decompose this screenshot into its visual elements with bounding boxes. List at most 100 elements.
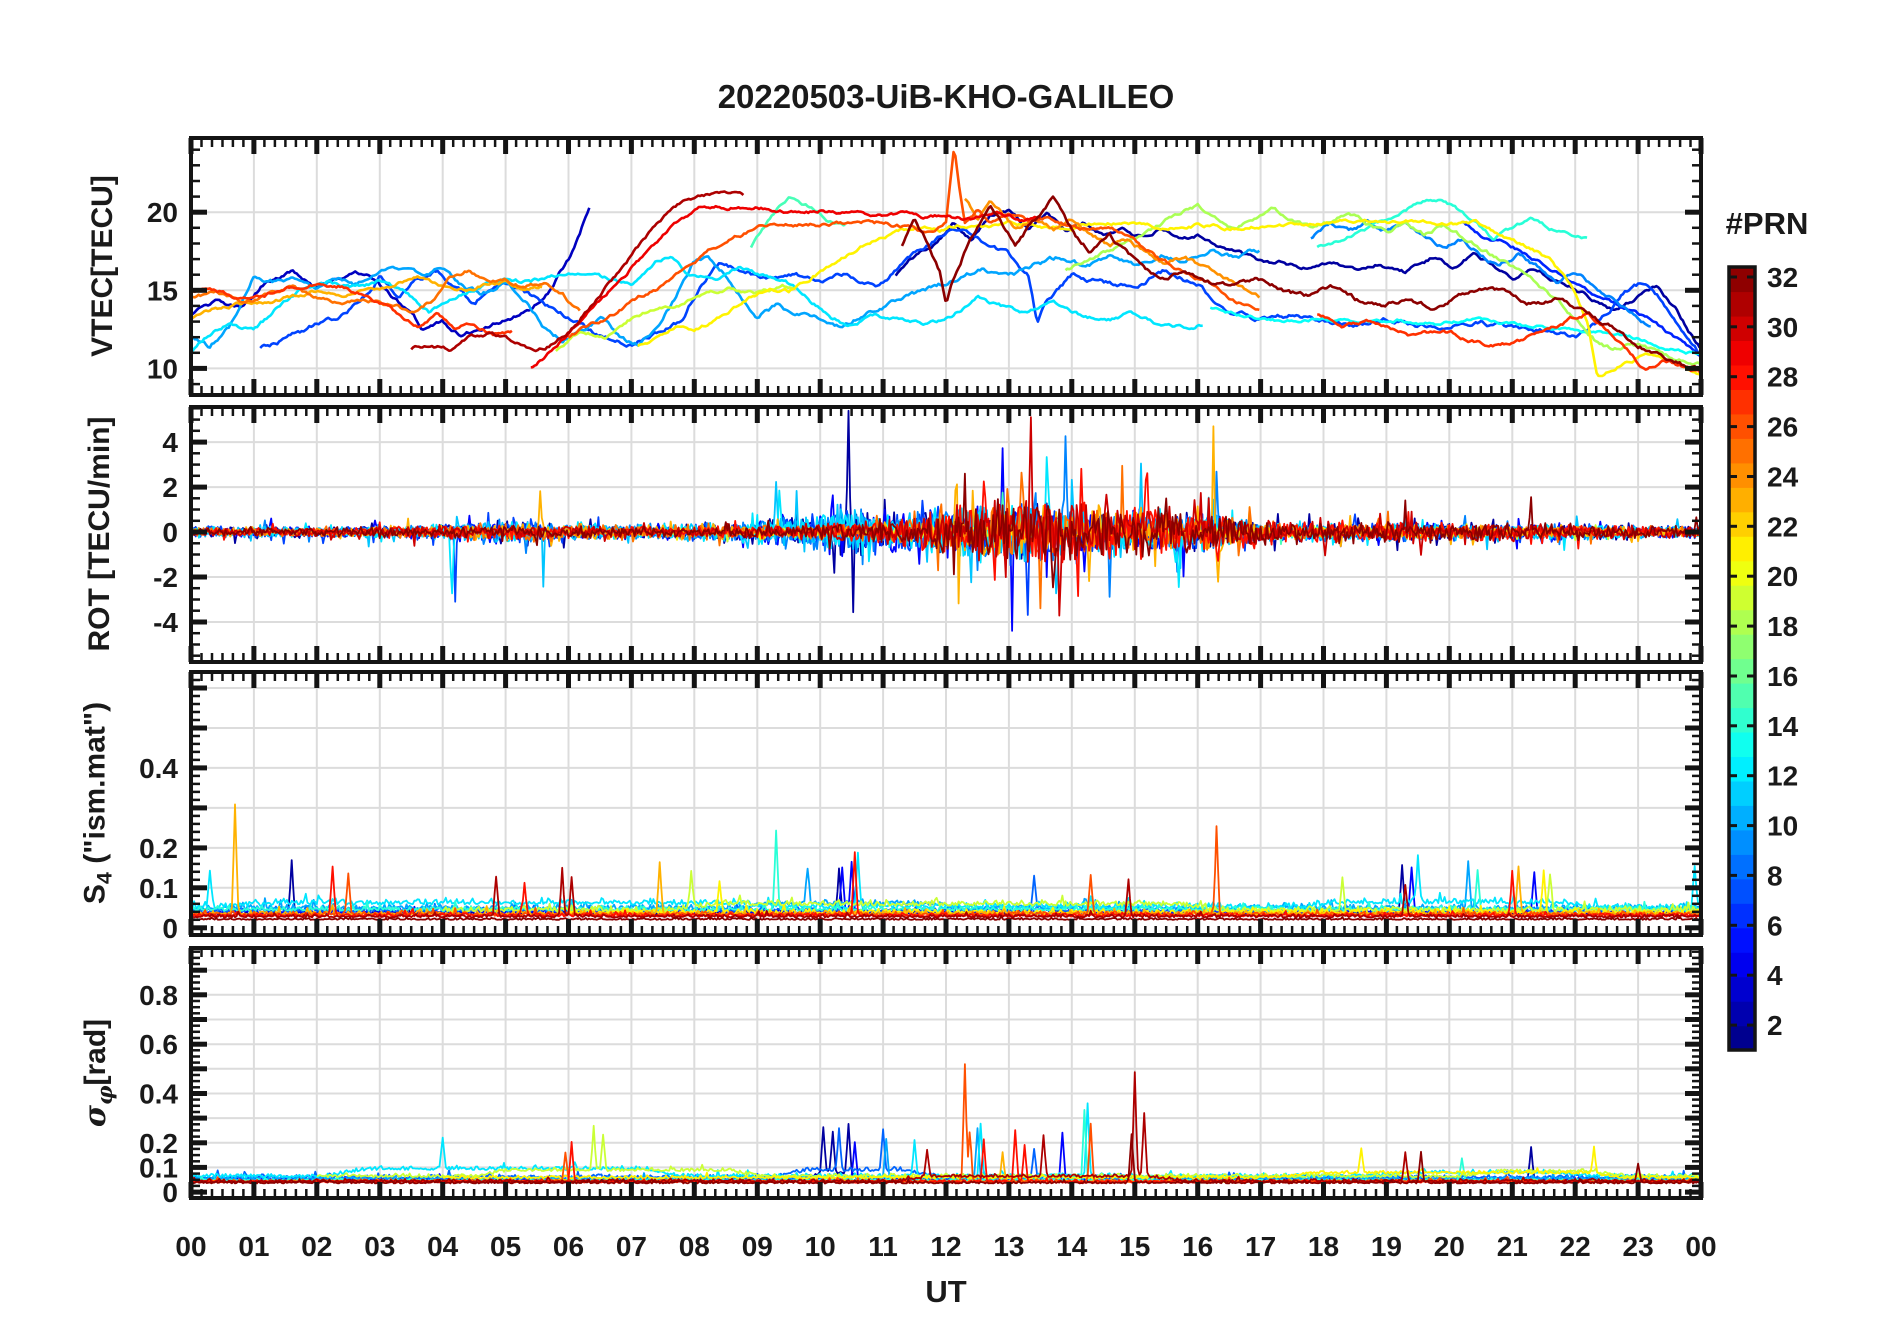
s4-ytick-label: 0.1: [139, 873, 178, 904]
series-prn-19: [554, 283, 794, 352]
x-tick-label: 05: [490, 1231, 521, 1262]
s4-noise-prn-31: [191, 866, 1701, 919]
x-tick-label: 18: [1308, 1231, 1339, 1262]
series-prn-26: [567, 150, 1260, 339]
x-tick-label: 00: [175, 1231, 206, 1262]
x-tick-label: 02: [301, 1231, 332, 1262]
x-tick-label: 15: [1119, 1231, 1150, 1262]
sigmaphi-ytick-label: 0.8: [139, 980, 178, 1011]
s4-symbol: S: [78, 884, 112, 905]
rot-panel: -4 -2 0 2 4: [153, 405, 1704, 664]
colorbar-tick-label: 10: [1767, 811, 1798, 842]
y-axis-label-vtec: VTEC[TECU]: [86, 175, 120, 357]
rot-series-group: [191, 409, 1701, 632]
x-axis-label: UT: [925, 1274, 967, 1309]
rot-ytick-label: -2: [153, 562, 178, 593]
chart-title: 20220503-UiB-KHO-GALILEO: [717, 78, 1175, 115]
s4-ytick-label: 0: [162, 913, 178, 944]
colorbar-tick-label: 8: [1767, 860, 1783, 891]
x-tick-label: 14: [1056, 1231, 1088, 1262]
x-tick-label: 20: [1434, 1231, 1465, 1262]
series-prn-24: [964, 197, 1261, 299]
series-prn-3: [191, 207, 591, 338]
colorbar-tick-label: 2: [1767, 1010, 1783, 1041]
x-tick-label: 17: [1245, 1231, 1276, 1262]
x-tick-label: 23: [1623, 1231, 1654, 1262]
sigmaphi-ytick-label: 0.6: [139, 1029, 178, 1060]
colorbar-tick-label: 6: [1767, 910, 1783, 941]
series-prn-15: [749, 196, 846, 249]
vtec-ytick-label: 10: [147, 353, 178, 384]
x-tick-label: 19: [1371, 1231, 1402, 1262]
sigmaphi-panel: 00.10.2 0.4 0.6 0.8: [139, 946, 1704, 1208]
s4-suffix: ("ism.mat"): [78, 701, 112, 873]
series-prn-13: [1209, 306, 1701, 356]
rot-ytick-label: 0: [162, 517, 178, 548]
x-tick-label: 10: [805, 1231, 836, 1262]
s4-subscript: 4: [91, 872, 117, 885]
s4-ytick-label: 0.4: [139, 753, 178, 784]
series-prn-23: [191, 275, 543, 320]
x-tick-label: 09: [742, 1231, 773, 1262]
vtec-ytick-label: 20: [147, 197, 178, 228]
x-tick-label: 00: [1685, 1231, 1716, 1262]
y-axis-label-s4: S4 ("ism.mat"): [79, 702, 118, 904]
series-prn-27: [1316, 312, 1701, 374]
x-tick-label: 12: [930, 1231, 961, 1262]
series-prn-2: [894, 208, 1701, 349]
series-prn-21: [637, 218, 1701, 378]
sigmaphi-noise-prn-21: [442, 1145, 1701, 1180]
rot-ytick-label: 4: [162, 427, 178, 458]
x-tick-label: 13: [993, 1231, 1024, 1262]
s4-ytick-label: 0.2: [139, 833, 178, 864]
series-prn-6: [1461, 220, 1701, 357]
x-tick-label: 21: [1497, 1231, 1528, 1262]
colorbar-tick-label: 22: [1767, 511, 1798, 542]
colorbar-tick-label: 30: [1767, 312, 1798, 343]
series-prn-18: [1064, 202, 1701, 366]
colorbar-tick-label: 20: [1767, 561, 1798, 592]
sigmaphi-ytick-label: 0.2: [139, 1128, 178, 1159]
rot-ytick-label: -4: [153, 607, 178, 638]
colorbar-title: #PRN: [1725, 206, 1809, 241]
x-tick-label: 08: [679, 1231, 710, 1262]
colorbar-tick-label: 32: [1767, 262, 1798, 293]
y-axis-label-rot: ROT [TECU/min]: [83, 417, 117, 652]
rot-noise-prn-28: [191, 467, 1701, 597]
sigmaphi-series-group: [191, 1063, 1701, 1185]
sigmaphi-ytick-label: 0.4: [139, 1079, 178, 1110]
colorbar-tick-label: 18: [1767, 611, 1798, 642]
y-axis-label-vtec-text: VTEC[TECU]: [86, 175, 119, 357]
series-prn-31: [410, 190, 745, 353]
colorbar-tick-label: 16: [1767, 661, 1798, 692]
vtec-series-group: [191, 150, 1701, 378]
s4-panel: 0 0.1 0.2 0.4: [139, 670, 1704, 944]
colorbar-tick-label: 26: [1767, 412, 1798, 443]
series-prn-29: [530, 204, 1041, 369]
colorbar-tick-label: 28: [1767, 362, 1798, 393]
colorbar-tick-label: 12: [1767, 761, 1798, 792]
x-tick-label: 01: [238, 1231, 269, 1262]
sigma-symbol: σ: [78, 1105, 113, 1128]
sigmaphi-suffix: [rad]: [79, 1018, 112, 1086]
sigmaphi-ytick-label: 0.1: [139, 1152, 178, 1183]
x-tick-label: 03: [364, 1231, 395, 1262]
series-prn-27: [191, 282, 513, 337]
x-tick-label: 04: [427, 1231, 459, 1262]
colorbar-tick-label: 24: [1767, 462, 1799, 493]
series-prn-14: [1316, 198, 1588, 249]
colorbar-tick-label: 4: [1767, 960, 1783, 991]
sigmaphi-noise-prn-19: [316, 1124, 1701, 1179]
x-tick-label: 16: [1182, 1231, 1213, 1262]
x-tick-label: 11: [868, 1231, 898, 1262]
phi-subscript: φ: [93, 1085, 118, 1106]
y-axis-label-rot-text: ROT [TECU/min]: [83, 416, 116, 652]
colorbar-tick-label: 14: [1767, 711, 1799, 742]
series-prn-32: [900, 195, 1701, 371]
rot-noise-prn-32: [191, 472, 1701, 589]
sigmaphi-ytick-label: 0: [162, 1177, 178, 1208]
x-tick-label: 22: [1560, 1231, 1591, 1262]
